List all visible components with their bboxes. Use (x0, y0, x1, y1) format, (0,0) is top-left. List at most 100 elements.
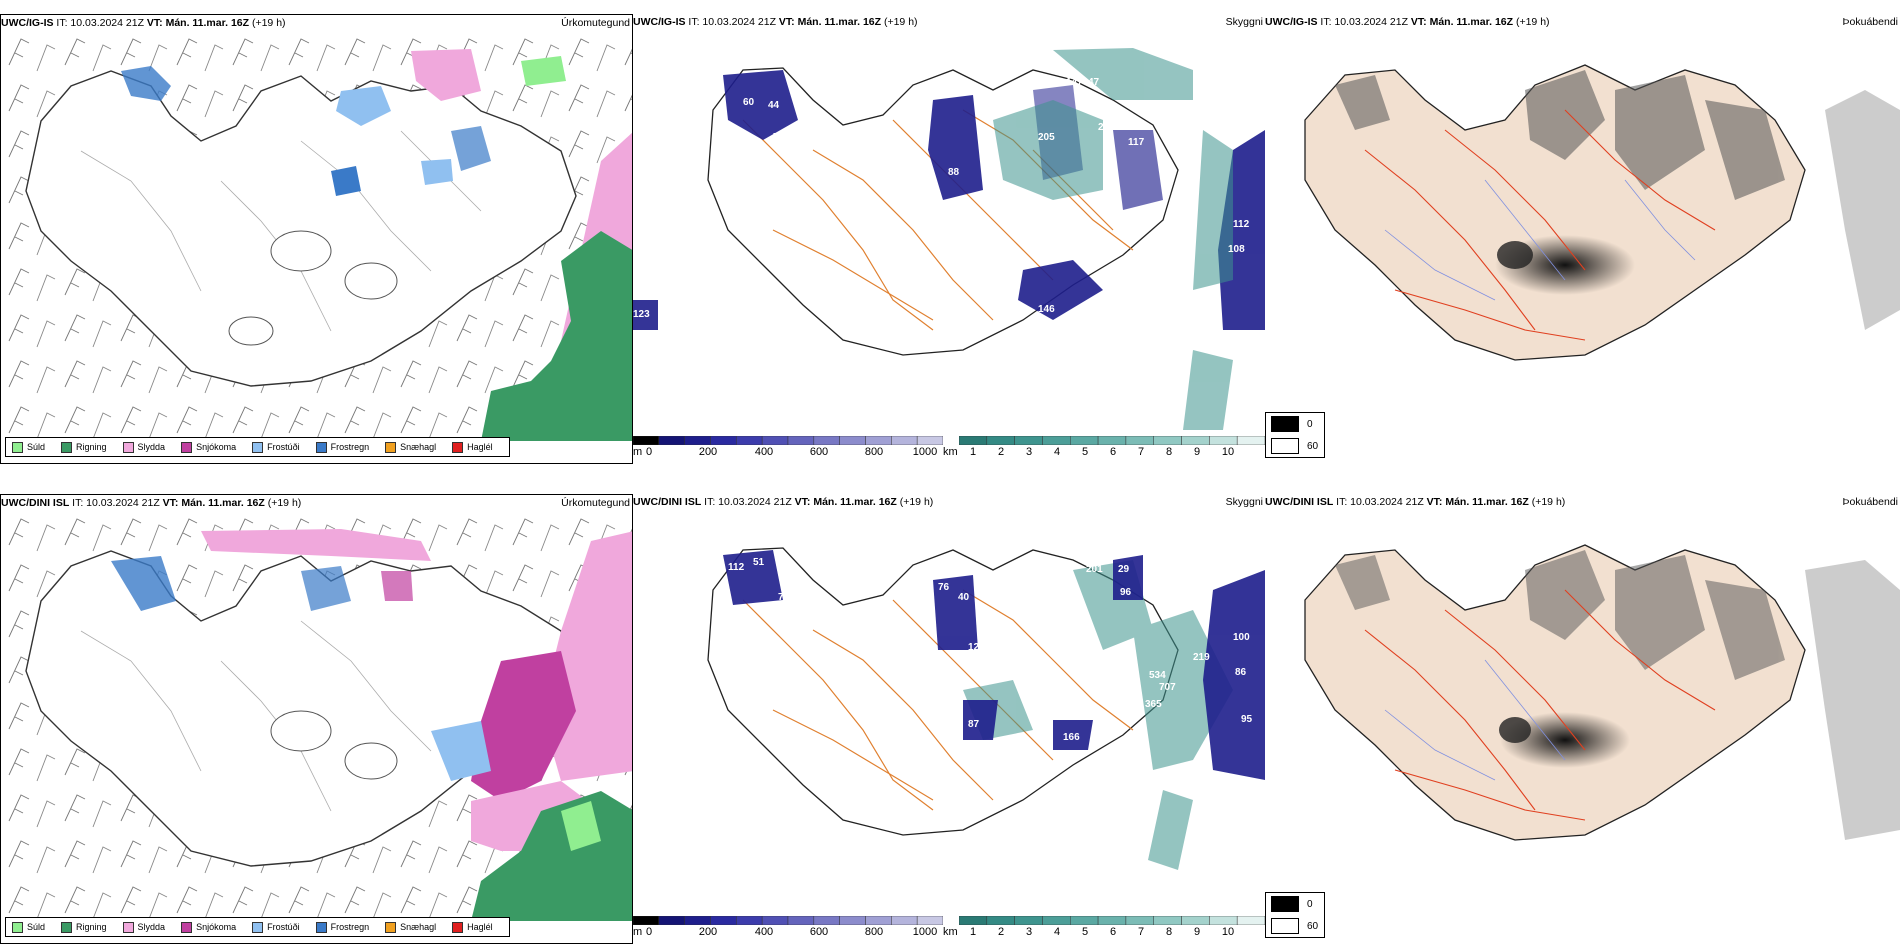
legend-swatch (385, 441, 397, 453)
visibility-map: 60 44 70 88 99 113 108 112 123 146 100 1… (633, 48, 1265, 430)
colorbar-segment (865, 916, 892, 925)
precip-panel-bottom: UWC/DINI ISL IT: 10.03.2024 21Z VT: Mán.… (0, 494, 633, 944)
legend-item-sudl: Súld (12, 441, 45, 453)
fog-swatch (1271, 896, 1299, 912)
colorbar-segment (1209, 436, 1238, 445)
visibility-tick: 2 (997, 446, 1005, 458)
legend-item-frostudi: Frostúði (252, 441, 300, 453)
vis-num: 205 (1038, 132, 1055, 143)
valid-time: Mán. 11.mar. 16Z (794, 16, 882, 28)
legend-item-haglel: Haglél (452, 921, 493, 933)
legend-swatch (252, 921, 264, 933)
colorbar-segment (959, 436, 988, 445)
visibility-tick: 1 (969, 446, 977, 458)
cloud-base-unit: m (633, 446, 643, 458)
legend-label: Rigning (76, 442, 107, 452)
panel-title: Skyggni (1225, 16, 1263, 28)
lead-time: (+19 h) (264, 497, 302, 509)
colorbar-segment (891, 436, 918, 445)
legend-item-frostudi: Frostúði (252, 921, 300, 933)
visibility-bar (959, 916, 1265, 925)
cloud-base-tick: 200 (698, 446, 718, 458)
legend-label: Súld (27, 922, 46, 932)
cloud-base-unit: m (633, 926, 643, 938)
colorbar-segment (916, 436, 943, 445)
legend-swatch (61, 441, 73, 453)
colorbar-segment (1014, 916, 1043, 925)
visibility-unit: km (943, 926, 958, 938)
colorbar-segment (787, 916, 815, 925)
vis-num: 123 (633, 309, 650, 320)
visibility-tick: 9 (1193, 446, 1201, 458)
init-time: IT: 10.03.2024 21Z (685, 16, 779, 28)
visibility-panel-top: UWC/IG-IS IT: 10.03.2024 21Z VT: Mán. 11… (633, 14, 1265, 464)
visibility-tick: 7 (1137, 926, 1145, 938)
vis-num: 70 (773, 132, 785, 143)
visibility-tick: 10 (1221, 926, 1235, 938)
vis-num: 88 (948, 167, 960, 178)
precip-map (1, 31, 632, 441)
legend-item-snjokoma: Snjókoma (181, 441, 236, 453)
fog-map (1304, 64, 1900, 361)
lead-time: (+19 h) (1513, 16, 1550, 28)
colorbar-segment (1070, 436, 1099, 445)
legend-item-snjokoma: Snjókoma (181, 921, 237, 933)
visibility-unit: km (943, 446, 958, 458)
cloud-base-tick: 600 (809, 926, 829, 938)
colorbar-segment (633, 436, 660, 445)
vis-num: 203 (988, 237, 1005, 248)
legend-swatch (12, 441, 23, 453)
cloud-base-tick: 200 (698, 926, 718, 938)
cloud-base-colorbar: m 0 200 400 600 800 1000 (633, 916, 948, 942)
colorbar-segment (710, 436, 737, 445)
cloud-base-bar (633, 436, 943, 445)
visibility-tick: 5 (1081, 926, 1089, 938)
init-time: IT: 10.03.2024 21Z (53, 17, 147, 29)
init-time: IT: 10.03.2024 21Z (1317, 16, 1411, 28)
legend-label: Snjókoma (196, 922, 237, 932)
vis-num: 40 (958, 592, 970, 603)
init-time: IT: 10.03.2024 21Z (1333, 496, 1427, 508)
legend-item-frostregn: Frostregn (315, 441, 370, 453)
legend-swatch (452, 921, 464, 933)
precip-panel-top: UWC/IG-IS IT: 10.03.2024 21Z VT: Mán. 11… (0, 14, 633, 464)
vis-num: 707 (1159, 682, 1176, 693)
colorbar-segment (1125, 916, 1154, 925)
visibility-tick: 8 (1165, 926, 1173, 938)
visibility-tick: 7 (1137, 446, 1145, 458)
vt-label: VT: (778, 16, 795, 28)
legend-label: Frostregn (330, 922, 370, 932)
fog-swatch (1271, 416, 1299, 432)
colorbar-segment (684, 436, 711, 445)
colorbar-segment (1181, 916, 1210, 925)
vis-num: 76 (938, 582, 950, 593)
panel-header: UWC/IG-IS IT: 10.03.2024 21Z VT: Mán. 11… (1265, 14, 1900, 30)
vis-num: 128 (968, 642, 985, 653)
vis-number-labels: 60 44 70 88 99 113 108 112 123 146 100 1… (633, 77, 1250, 320)
legend-label: Haglél (467, 922, 493, 932)
vis-num: 100 (1113, 272, 1130, 283)
legend-label: Snæhagl (400, 922, 437, 932)
model-name: UWC/IG-IS (1, 17, 54, 29)
cloud-base-tick: 1000 (912, 926, 938, 938)
visibility-colorbar: km 1 2 3 4 5 6 7 8 9 10 (943, 436, 1265, 462)
cloud-base-tick: 0 (645, 926, 653, 938)
cloud-base-tick: 1000 (912, 446, 938, 458)
iceland-outline (25, 70, 577, 387)
vt-label: VT: (162, 497, 179, 509)
panel-header: UWC/IG-IS IT: 10.03.2024 21Z VT: Mán. 11… (1, 15, 632, 31)
panel-header: UWC/IG-IS IT: 10.03.2024 21Z VT: Mán. 11… (633, 14, 1265, 30)
cloud-base-tick: 800 (864, 446, 884, 458)
legend-item-haglel: Haglél (452, 441, 493, 453)
legend-swatch (181, 441, 193, 453)
colorbar-segment (710, 916, 737, 925)
vis-num: 534 (1149, 670, 1166, 681)
model-name: UWC/IG-IS (1265, 16, 1318, 28)
vt-label: VT: (1426, 496, 1443, 508)
vis-num: 372 (1018, 674, 1035, 685)
precip-map (1, 511, 632, 921)
colorbar-segment (839, 436, 866, 445)
vis-num: 99 (953, 197, 965, 208)
visibility-tick: 3 (1025, 446, 1033, 458)
legend-label: Frostregn (330, 442, 370, 452)
